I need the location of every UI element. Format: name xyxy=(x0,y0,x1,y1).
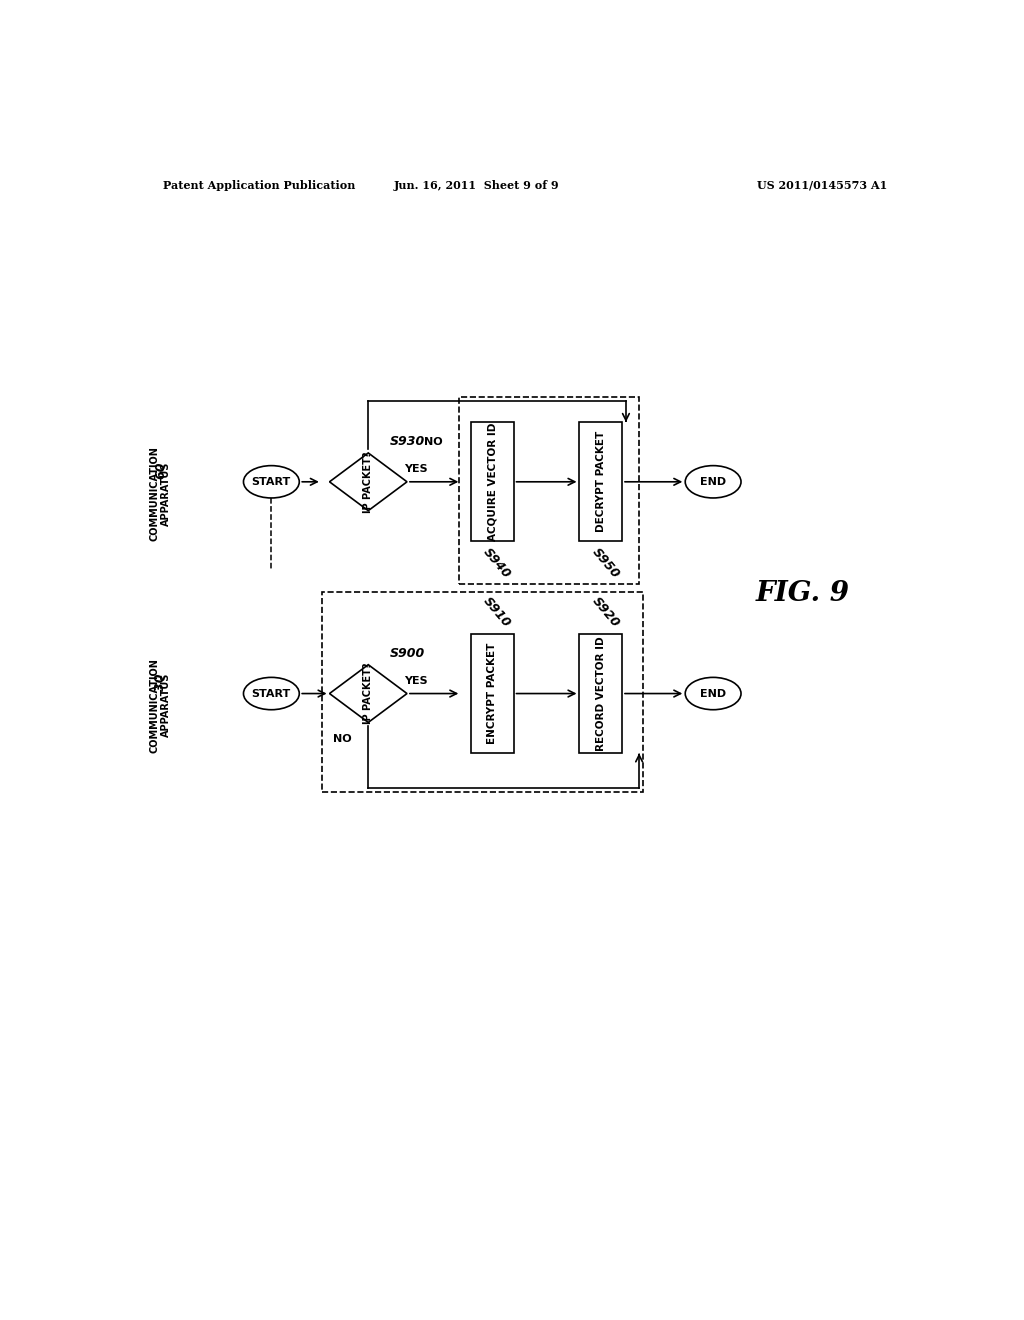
Ellipse shape xyxy=(244,677,299,710)
Text: Jun. 16, 2011  Sheet 9 of 9: Jun. 16, 2011 Sheet 9 of 9 xyxy=(394,180,559,191)
Text: S950: S950 xyxy=(589,545,622,581)
Text: END: END xyxy=(700,477,726,487)
Polygon shape xyxy=(330,453,407,511)
Text: US 2011/0145573 A1: US 2011/0145573 A1 xyxy=(758,180,888,191)
Text: YES: YES xyxy=(404,465,428,474)
Text: START: START xyxy=(252,689,291,698)
Text: 30: 30 xyxy=(154,673,167,690)
Text: FIG. 9: FIG. 9 xyxy=(756,579,849,607)
Text: YES: YES xyxy=(404,676,428,686)
Ellipse shape xyxy=(244,466,299,498)
Text: ENCRYPT PACKET: ENCRYPT PACKET xyxy=(487,643,498,744)
Text: S910: S910 xyxy=(480,595,513,630)
Text: NO: NO xyxy=(424,437,442,446)
Text: IP PACKET?: IP PACKET? xyxy=(364,663,374,725)
Text: S900: S900 xyxy=(390,647,425,660)
Ellipse shape xyxy=(685,466,741,498)
Text: RECORD VECTOR ID: RECORD VECTOR ID xyxy=(596,636,606,751)
FancyBboxPatch shape xyxy=(580,422,622,541)
Text: START: START xyxy=(252,477,291,487)
Text: Patent Application Publication: Patent Application Publication xyxy=(163,180,355,191)
Text: S920: S920 xyxy=(589,595,622,630)
Text: ACQUIRE VECTOR ID: ACQUIRE VECTOR ID xyxy=(487,422,498,541)
Text: S930: S930 xyxy=(390,436,425,449)
FancyBboxPatch shape xyxy=(580,634,622,754)
Ellipse shape xyxy=(685,677,741,710)
Polygon shape xyxy=(330,665,407,722)
Text: 60: 60 xyxy=(154,462,167,479)
Text: END: END xyxy=(700,689,726,698)
FancyBboxPatch shape xyxy=(471,422,514,541)
Text: IP PACKET?: IP PACKET? xyxy=(364,451,374,512)
Text: DECRYPT PACKET: DECRYPT PACKET xyxy=(596,432,606,532)
Text: COMMUNICATION
APPARATUS: COMMUNICATION APPARATUS xyxy=(150,446,171,541)
FancyBboxPatch shape xyxy=(471,634,514,754)
Text: NO: NO xyxy=(334,734,352,743)
Text: S940: S940 xyxy=(480,545,513,581)
Text: COMMUNICATION
APPARATUS: COMMUNICATION APPARATUS xyxy=(150,657,171,752)
